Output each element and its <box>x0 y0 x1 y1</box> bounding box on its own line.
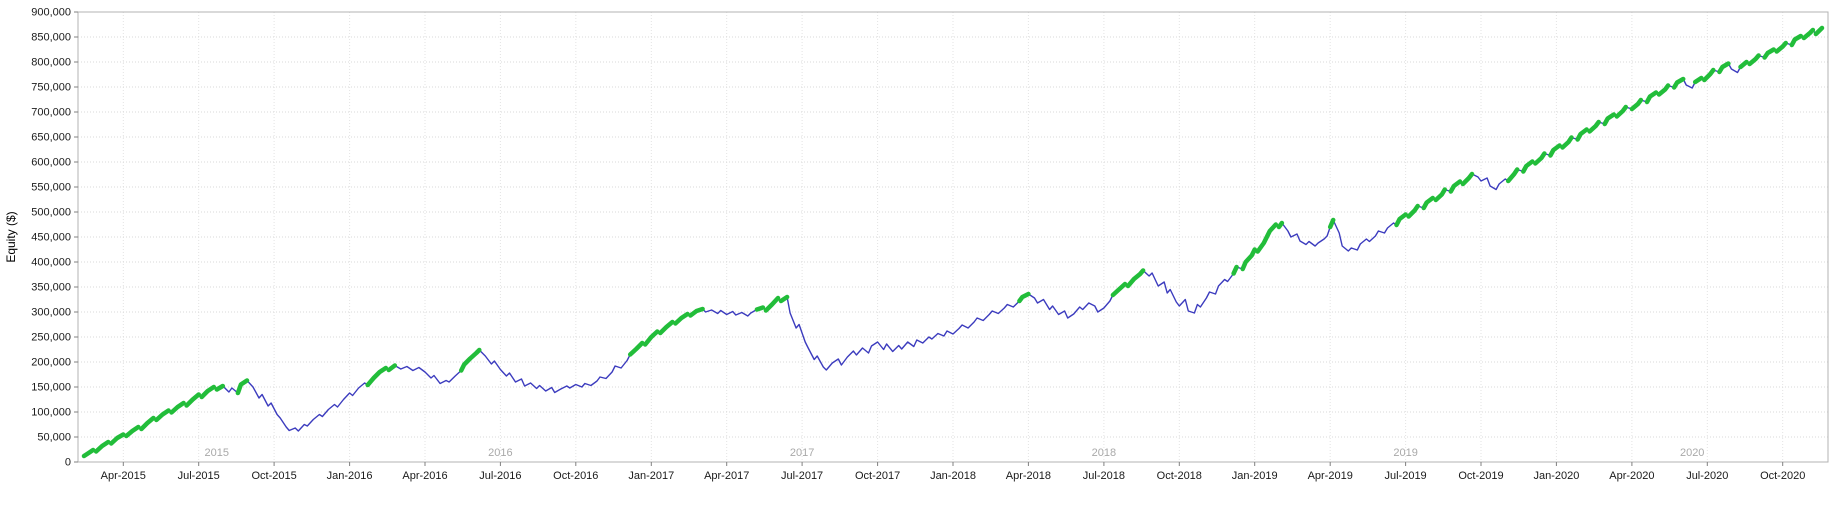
equity-line <box>83 27 1823 457</box>
x-tick-label: Jul-2018 <box>1083 470 1125 482</box>
new-high-segments <box>81 25 1825 459</box>
y-tick-label: 900,000 <box>31 7 71 19</box>
x-tick-label: Apr-2018 <box>1006 470 1051 482</box>
y-tick-label: 350,000 <box>31 282 71 294</box>
x-tick-label: Jan-2018 <box>930 470 976 482</box>
year-label: 2016 <box>488 447 512 459</box>
x-tick-label: Jul-2019 <box>1384 470 1426 482</box>
gridlines <box>78 11 1828 463</box>
x-tick-label: Jan-2019 <box>1232 470 1278 482</box>
year-label: 2019 <box>1393 447 1417 459</box>
year-label: 2015 <box>205 447 229 459</box>
x-tick-label: Jan-2020 <box>1533 470 1579 482</box>
y-tick-label: 800,000 <box>31 57 71 69</box>
year-label: 2017 <box>790 447 814 459</box>
y-tick-label: 850,000 <box>31 32 71 44</box>
chart-render-root: 0 50,000 100,000 150,000 200,000 250,000 300,0… <box>31 7 1829 482</box>
year-label: 2018 <box>1092 447 1116 459</box>
y-tick-label: 0 <box>65 457 71 469</box>
y-tick-label: 300,000 <box>31 307 71 319</box>
y-tick-label: 100,000 <box>31 407 71 419</box>
y-tick-label: 250,000 <box>31 332 71 344</box>
x-tick-label: Jul-2017 <box>781 470 823 482</box>
x-tick-label: Jul-2020 <box>1686 470 1728 482</box>
y-tick-label: 600,000 <box>31 157 71 169</box>
year-labels: 2015 2016 2017 2018 2019 2020 <box>205 447 1705 459</box>
x-tick-label: Jan-2016 <box>327 470 373 482</box>
y-axis-title: Equity ($) <box>4 211 18 262</box>
x-tick-label: Jul-2016 <box>479 470 521 482</box>
x-tick-label: Apr-2016 <box>402 470 447 482</box>
x-tick-label: Oct-2020 <box>1760 470 1805 482</box>
x-axis: Apr-2015 Jul-2015 Oct-2015 Jan-2016 Apr-2016… <box>101 462 1805 482</box>
x-tick-label: Apr-2020 <box>1609 470 1654 482</box>
y-tick-label: 500,000 <box>31 207 71 219</box>
y-axis: 0 50,000 100,000 150,000 200,000 250,000 300,0… <box>31 7 78 469</box>
x-tick-label: Oct-2018 <box>1157 470 1202 482</box>
x-tick-label: Oct-2017 <box>855 470 900 482</box>
y-tick-label: 450,000 <box>31 232 71 244</box>
y-tick-label: 700,000 <box>31 107 71 119</box>
y-tick-label: 550,000 <box>31 182 71 194</box>
x-tick-label: Oct-2019 <box>1458 470 1503 482</box>
x-tick-label: Apr-2019 <box>1308 470 1353 482</box>
x-tick-label: Jan-2017 <box>628 470 674 482</box>
x-tick-label: Apr-2017 <box>704 470 749 482</box>
year-label: 2020 <box>1680 447 1704 459</box>
x-tick-label: Apr-2015 <box>101 470 146 482</box>
y-tick-label: 650,000 <box>31 132 71 144</box>
x-tick-label: Oct-2015 <box>251 470 296 482</box>
y-tick-label: 750,000 <box>31 82 71 94</box>
y-tick-label: 200,000 <box>31 357 71 369</box>
y-tick-label: 400,000 <box>31 257 71 269</box>
x-tick-label: Oct-2016 <box>553 470 598 482</box>
x-tick-label: Jul-2015 <box>178 470 220 482</box>
y-tick-label: 50,000 <box>37 432 71 444</box>
y-tick-label: 150,000 <box>31 382 71 394</box>
